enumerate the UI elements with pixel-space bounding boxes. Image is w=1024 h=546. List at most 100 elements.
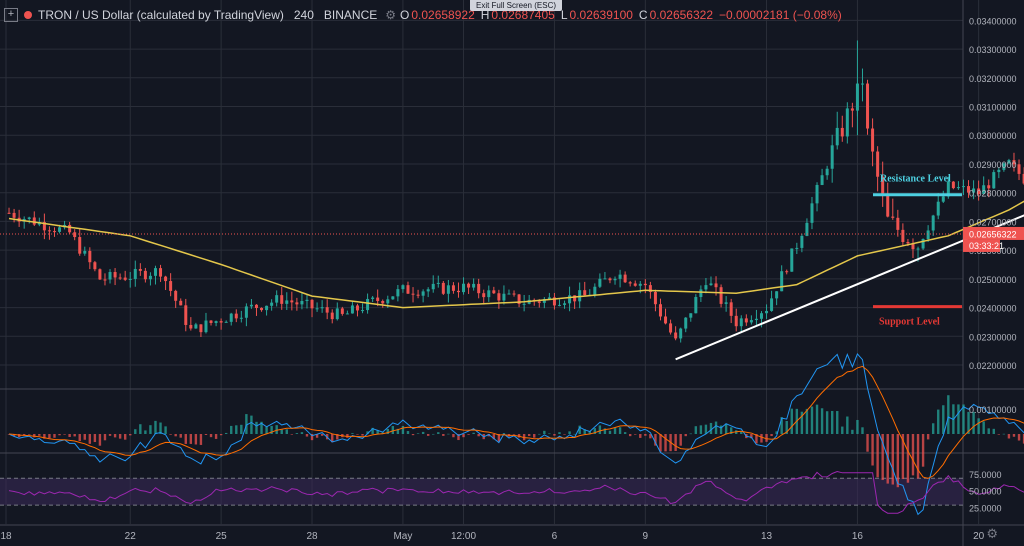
macd-histogram-bar (58, 434, 61, 436)
candle-body (113, 272, 117, 278)
macd-histogram-bar (28, 434, 31, 435)
candle-body (608, 278, 612, 281)
candle-body (734, 315, 738, 327)
candle-body (406, 285, 410, 294)
macd-histogram-bar (714, 421, 718, 434)
candle-body (441, 282, 445, 294)
macd-histogram-bar (421, 431, 425, 434)
candle-body (431, 283, 435, 290)
macd-histogram-bar (830, 410, 834, 434)
plus-square-icon[interactable]: + (4, 8, 18, 22)
macd-histogram-bar (391, 426, 395, 434)
macd-histogram-bar (598, 425, 602, 434)
candle-body (366, 298, 370, 311)
candle-body (52, 231, 56, 233)
macd-histogram-bar (401, 426, 405, 434)
candle-body (391, 296, 395, 300)
macd-histogram-bar (916, 434, 920, 479)
candle-body (320, 307, 324, 309)
candle-body (810, 203, 814, 223)
time-axis-label: May (393, 531, 412, 542)
exit-fullscreen-button[interactable]: Exit Full Screen (ESC) (470, 0, 562, 11)
time-axis-label: 28 (306, 531, 318, 542)
macd-histogram-bar (825, 411, 829, 434)
macd-histogram-bar (644, 434, 647, 436)
candle-body (941, 196, 945, 202)
candle-body (684, 317, 688, 329)
macd-histogram-bar (639, 434, 642, 438)
candle-body (830, 145, 834, 169)
candle-body (653, 291, 657, 305)
gear-icon[interactable]: ⚙ (385, 8, 397, 22)
macd-histogram-bar (336, 434, 339, 440)
candle-body (7, 212, 11, 214)
macd-histogram-bar (780, 417, 783, 434)
symbol-title[interactable]: TRON / US Dollar (calculated by TradingV… (38, 8, 284, 22)
macd-histogram-bar (684, 434, 687, 437)
rsi-pane (8, 470, 1024, 514)
chart-settings-gear-icon[interactable]: ⚙ (986, 526, 998, 541)
price-axis-label: 0.02200000 (969, 361, 1017, 371)
macd-histogram-bar (492, 434, 496, 440)
macd-histogram-bar (689, 433, 692, 435)
candle-body (310, 299, 314, 309)
candle-body (315, 308, 319, 310)
price-axis-label: 0.02700000 (969, 217, 1017, 227)
candle-body (568, 295, 572, 304)
candle-body (108, 272, 112, 280)
candle-body (876, 151, 880, 177)
candle-body (739, 318, 743, 327)
candle-body (73, 232, 77, 238)
candle-body (931, 215, 935, 231)
candle-body (840, 127, 844, 137)
last-price-text: 0.02656322 (969, 229, 1017, 239)
candle-body (300, 300, 304, 305)
candle-body (436, 282, 440, 284)
rsi-line (8, 470, 1024, 514)
macd-histogram-bar (310, 434, 314, 441)
candle-body (901, 229, 905, 242)
macd-histogram-bar (760, 434, 763, 443)
macd-histogram-bar (174, 434, 177, 437)
price-axis-label: 0.03000000 (969, 131, 1017, 141)
candle-body (355, 305, 359, 311)
candle-body (381, 300, 385, 304)
candle-body (648, 285, 652, 292)
candle-body (275, 295, 279, 303)
macd-histogram-bar (972, 411, 975, 434)
macd-histogram-bar (699, 425, 703, 434)
rsi-band (0, 477, 963, 506)
macd-histogram-bar (169, 434, 172, 435)
macd-histogram-bar (179, 434, 182, 438)
candle-body (800, 235, 804, 248)
candle-body (805, 222, 809, 236)
macd-histogram-bar (371, 427, 374, 434)
candle-body (623, 274, 627, 283)
macd-histogram-bar (1007, 434, 1011, 439)
macd-histogram-bar (674, 434, 677, 451)
candle-body (68, 224, 72, 233)
candle-body (219, 321, 223, 323)
candle-body (956, 187, 960, 189)
macd-histogram-bar (103, 434, 107, 441)
candle-body (159, 268, 163, 277)
candle-body (214, 321, 218, 323)
candle-body (209, 320, 213, 323)
last-price-tag (963, 226, 1024, 240)
macd-histogram-bar (366, 431, 369, 434)
candle-body (845, 108, 849, 137)
candle-body (517, 294, 521, 304)
candle-body (467, 283, 471, 288)
macd-histogram-bar (724, 423, 728, 434)
macd-histogram-bar (194, 434, 198, 445)
candle-body (724, 302, 728, 304)
candle-body (770, 298, 774, 311)
interval-label[interactable]: 240 (293, 8, 314, 22)
candle-body (1012, 160, 1016, 165)
macd-line (8, 352, 1024, 516)
price-axis-label: 0.02800000 (969, 189, 1017, 199)
candle-body (992, 172, 996, 189)
macd-histogram-bar (790, 408, 793, 434)
macd-histogram-bar (558, 432, 561, 434)
